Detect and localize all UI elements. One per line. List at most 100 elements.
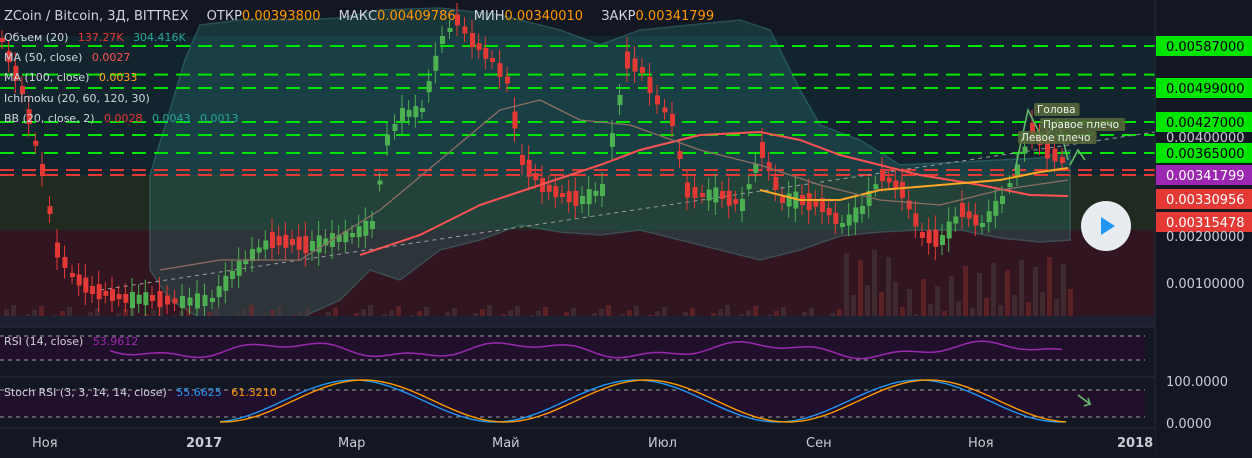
candle-body — [533, 173, 539, 181]
price-axis-label: 0.00427000 — [1166, 116, 1245, 131]
trendline — [99, 131, 1156, 291]
volume-bar — [858, 260, 863, 325]
candle-body — [62, 257, 68, 268]
bb-label: BB (20, close, 2) — [4, 112, 95, 125]
candle-body — [256, 247, 262, 253]
bb-value-3: 0.0013 — [200, 112, 239, 125]
time-axis-label: Ноя — [968, 436, 994, 451]
time-axis-label: Сен — [806, 436, 832, 451]
candle-body — [1045, 141, 1050, 159]
candle-body — [632, 58, 638, 72]
price-axis-label: 0.00100000 — [1166, 277, 1245, 292]
candle-body — [593, 190, 599, 196]
candle-body — [310, 241, 315, 251]
candle-body — [560, 193, 565, 197]
open-label: ОТКР — [206, 9, 242, 24]
ichimoku-legend[interactable]: Ichimoku (20, 60, 120, 30) — [4, 92, 150, 106]
candle-body — [900, 182, 905, 198]
candle-body — [33, 140, 39, 146]
pattern-label: Левое плечо — [1021, 132, 1090, 144]
ma100-line — [759, 167, 1069, 201]
candle-body — [236, 260, 242, 276]
candle-body — [13, 65, 19, 81]
candle-body — [55, 242, 60, 258]
candle-body — [826, 208, 832, 216]
low-label: МИН — [473, 9, 505, 24]
candle-body — [250, 249, 255, 261]
candle-body — [363, 220, 369, 236]
candle-body — [773, 176, 779, 190]
volume-bar — [634, 306, 639, 325]
candle-body — [172, 298, 178, 304]
stoch-band — [0, 390, 1145, 417]
volume-bar — [886, 257, 891, 325]
bb-value-1: 0.0028 — [104, 112, 143, 125]
volume-bar — [921, 279, 926, 325]
candle-body — [426, 81, 432, 93]
candle-body — [223, 275, 229, 291]
close-value: 0.00341799 — [635, 9, 715, 24]
price-label-bg — [1156, 165, 1252, 185]
candle-body — [187, 297, 193, 306]
candle-body — [753, 163, 759, 173]
volume-bar — [1026, 302, 1031, 325]
candle-body — [733, 199, 739, 205]
rsi-label: RSI (14, close) — [4, 335, 84, 348]
candle-body — [103, 290, 109, 296]
candle-body — [406, 109, 412, 117]
candle-body — [96, 284, 102, 300]
candle-body — [26, 109, 32, 125]
candle-body — [47, 206, 53, 214]
candle-body — [1015, 164, 1020, 176]
ma100-legend[interactable]: MA (100, close) 0.0033 — [4, 71, 137, 85]
candle-body — [0, 38, 5, 42]
candle-body — [746, 184, 752, 190]
candle-body — [600, 184, 605, 196]
stoch-label: Stoch RSI (3, 3, 14, 14, close) — [4, 386, 167, 399]
volume-legend[interactable]: Объем (20) 137.27K 304.416K — [4, 31, 186, 45]
candle-body — [610, 133, 615, 147]
stoch-d-line — [219, 379, 1067, 423]
price-label-bg — [1156, 212, 1252, 232]
volume-bar — [844, 253, 849, 325]
candle-body — [400, 108, 405, 122]
candle-body — [316, 235, 322, 253]
candle-body — [490, 58, 495, 62]
stoch-d-value: 61.3210 — [231, 386, 277, 399]
symbol-header: ZCoin / Bitcoin, 3Д, BITTREX ОТКР0.00393… — [4, 9, 714, 24]
candle-body — [840, 223, 845, 227]
candle-body — [343, 231, 349, 243]
volume-bar — [872, 250, 877, 325]
candle-body — [566, 191, 572, 203]
candle-body — [685, 182, 690, 198]
pattern-label: Голова — [1037, 104, 1076, 116]
play-icon — [1101, 217, 1115, 235]
time-axis-label: 2017 — [186, 436, 222, 451]
candle-body — [440, 36, 445, 44]
candle-body — [625, 51, 630, 69]
rsi-legend[interactable]: RSI (14, close) 53.9612 — [4, 335, 138, 349]
price-axis-label: 0.00365000 — [1166, 147, 1245, 162]
candle-body — [392, 124, 398, 131]
volume-bar — [1005, 270, 1010, 325]
candle-body — [470, 33, 475, 47]
price-axis-label: 0.00330956 — [1166, 193, 1245, 208]
candle-body — [873, 184, 879, 190]
stoch-legend[interactable]: Stoch RSI (3, 3, 14, 14, close) 55.6625 … — [4, 386, 277, 400]
candle-body — [647, 77, 653, 93]
candle-body — [303, 236, 309, 254]
candle-body — [993, 200, 999, 216]
play-button[interactable] — [1081, 201, 1131, 251]
candle-body — [116, 294, 122, 300]
volume-bar — [396, 306, 401, 325]
candle-body — [670, 114, 675, 126]
ma50-legend[interactable]: MA (50, close) 0.0027 — [4, 51, 130, 65]
volume-bar — [991, 263, 996, 325]
candle-body — [6, 51, 12, 63]
candle-body — [617, 95, 623, 105]
volume-label: Объем (20) — [4, 31, 69, 44]
bb-legend[interactable]: BB (20, close, 2) 0.0028 0.0043 0.0013 — [4, 112, 239, 126]
volume-bar — [725, 305, 730, 325]
